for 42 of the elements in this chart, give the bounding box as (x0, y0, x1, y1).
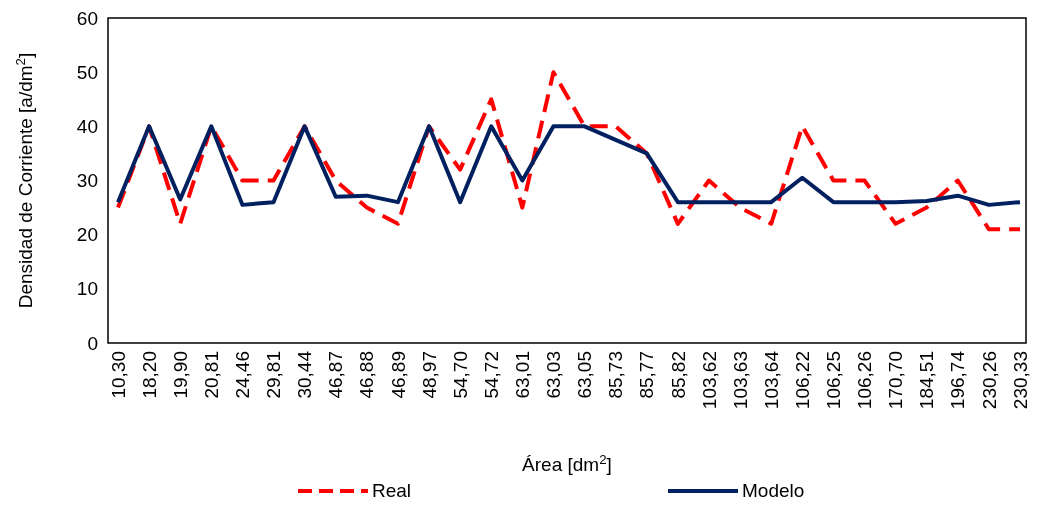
y-tick-label: 20 (76, 224, 98, 246)
x-tick-label: 63,03 (543, 351, 565, 399)
x-tick-label: 103,64 (760, 350, 782, 410)
x-tick-label: 30,44 (294, 350, 316, 399)
x-tick-label: 48,97 (418, 351, 440, 399)
y-tick-label: 40 (76, 115, 98, 137)
x-tick-label: 196,74 (947, 350, 969, 410)
x-tick-label: 85,73 (605, 351, 627, 399)
x-tick-label: 54,72 (480, 351, 502, 399)
legend-label: Modelo (742, 480, 805, 501)
x-tick-label: 106,22 (791, 351, 813, 410)
y-tick-label: 60 (76, 7, 98, 29)
x-tick-label: 46,89 (387, 351, 409, 399)
x-axis-title: Área [dm$^{2}$] (522, 451, 612, 475)
x-tick-label: 46,87 (325, 351, 347, 399)
x-tick-label: 103,62 (698, 351, 720, 410)
x-tick-label: 19,90 (169, 351, 191, 399)
x-tick-label: 24,46 (232, 351, 254, 399)
x-tick-label: 170,70 (885, 351, 907, 410)
y-tick-label: 30 (76, 170, 98, 192)
y-tick-label: 50 (76, 61, 98, 83)
x-tick-label: 85,77 (636, 351, 658, 399)
x-tick-label: 46,88 (356, 351, 378, 399)
x-tick-label: 29,81 (263, 351, 285, 399)
line-series (116, 70, 1022, 232)
y-tick-label: 0 (87, 332, 98, 354)
x-tick-label: 106,25 (823, 351, 845, 410)
x-tick-label: 184,51 (916, 351, 938, 410)
x-tick-label: 230,26 (978, 351, 1000, 410)
x-tick-label: 103,63 (729, 351, 751, 410)
legend-label: Real (372, 480, 412, 501)
x-tick-label: 10,30 (107, 351, 129, 399)
y-tick-label: 10 (76, 278, 98, 300)
x-tick-label: 63,05 (574, 351, 596, 399)
x-tick-label: 63,01 (511, 351, 533, 399)
line-series (116, 124, 1022, 207)
x-tick-label: 230,33 (1009, 351, 1031, 410)
x-tick-label: 106,26 (854, 351, 876, 410)
x-tick-label: 18,20 (138, 351, 160, 399)
x-tick-label: 20,81 (200, 351, 222, 399)
x-tick-label: 85,82 (667, 351, 689, 399)
x-tick-label: 54,70 (449, 351, 471, 399)
